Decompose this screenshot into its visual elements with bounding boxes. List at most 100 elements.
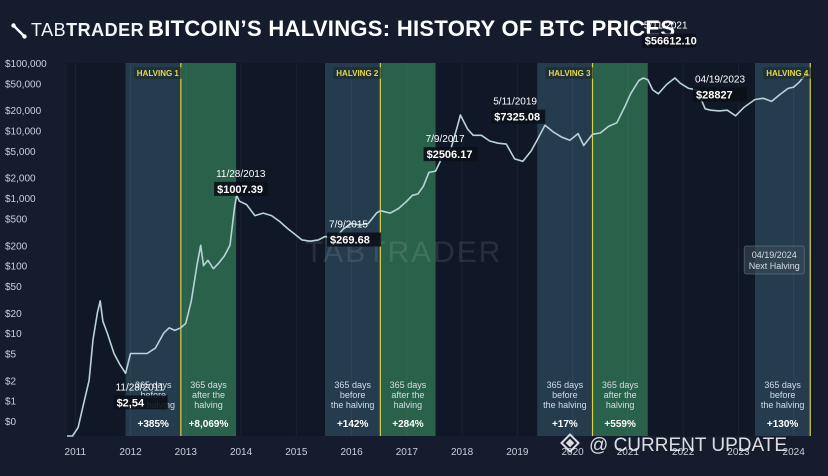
annotation-bg (113, 395, 168, 410)
diamond-icon (560, 433, 580, 453)
before-halving-band-1 (125, 63, 181, 436)
annotation-date: 5/11/2021 (644, 21, 688, 32)
annotation-price: $2,54 (117, 397, 145, 409)
before-halving-note: before (340, 390, 366, 400)
before-halving-note: the halving (761, 400, 805, 410)
x-tick-label: 2013 (175, 447, 198, 458)
annotation-date: 11/28/2011 (116, 382, 165, 393)
after-halving-band-3 (592, 63, 648, 436)
y-tick-label: $0 (5, 417, 17, 428)
annotation-bg (423, 147, 478, 162)
y-tick-label: $10 (5, 329, 22, 340)
annotation-date: 04/19/2023 (695, 74, 745, 85)
footer-watermark-text: @ CURRENT UPDATE (589, 435, 787, 456)
y-tick-label: $500 (5, 214, 28, 225)
y-tick-label: $20 (5, 309, 22, 320)
after-halving-note: after the (192, 390, 225, 400)
before-halving-note: 365 days (764, 380, 801, 390)
halving-label: HALVING 1 (137, 69, 180, 78)
x-tick-label: 2024 (783, 447, 806, 458)
x-tick-label: 2017 (396, 447, 419, 458)
x-tick-label: 2012 (119, 447, 142, 458)
tabtrader-logo: TABTRADER (10, 20, 144, 41)
x-tick-label: 2020 (561, 447, 584, 458)
y-tick-label: $1 (5, 397, 17, 408)
annotation-date: 7/9/2015 (329, 220, 368, 231)
annotation-bg (641, 33, 696, 48)
tabtrader-logo-icon (10, 22, 28, 40)
before-halving-note: the halving (543, 400, 587, 410)
halving-label-bg (545, 67, 594, 79)
after-halving-note: 365 days (190, 380, 227, 390)
btc-price-line (67, 74, 811, 437)
after-halving-note: 365 days (390, 380, 427, 390)
x-tick-label: 2023 (727, 447, 750, 458)
footer-watermark: @ CURRENT UPDATE (560, 433, 787, 456)
halving-label: HALVING 3 (548, 69, 591, 78)
before-halving-band-2 (325, 63, 381, 436)
after-halving-percent: +284% (392, 419, 424, 430)
next-halving-box (743, 245, 805, 275)
y-tick-label: $20,000 (5, 106, 42, 117)
halving-label-bg (763, 67, 812, 79)
x-tick-label: 2021 (617, 447, 640, 458)
x-tick-label: 2015 (285, 447, 308, 458)
y-tick-label: $100,000 (5, 59, 47, 70)
annotation-price: $1007.39 (217, 184, 263, 196)
y-tick-label: $50 (5, 282, 22, 293)
after-halving-note: halving (606, 400, 635, 410)
x-tick-label: 2016 (340, 447, 363, 458)
halving-label-bg (333, 67, 382, 79)
next-halving-date: 04/19/2024 (752, 250, 797, 260)
after-halving-note: halving (194, 400, 223, 410)
brand-name: TABTRADER (31, 20, 145, 40)
annotation-date: 5/11/2019 (493, 97, 537, 108)
x-tick-label: 2014 (230, 447, 253, 458)
after-halving-note: after the (391, 390, 424, 400)
x-tick-label: 2011 (65, 447, 87, 458)
after-halving-percent: +8,069% (189, 419, 229, 430)
before-halving-note: before (770, 390, 796, 400)
before-halving-note: before (552, 390, 578, 400)
annotation-price: $2506.17 (427, 149, 473, 161)
annotation-bg (327, 232, 382, 247)
halving-label: HALVING 2 (336, 69, 379, 78)
header: TABTRADER BITCOIN’S HALVINGS: HISTORY OF… (0, 0, 828, 60)
before-halving-note: before (140, 390, 166, 400)
before-halving-percent: +385% (137, 419, 169, 430)
before-halving-note: 365 days (334, 380, 371, 390)
annotation-bg (214, 181, 269, 196)
halving-label: HALVING 4 (766, 69, 809, 78)
after-halving-note: 365 days (602, 380, 639, 390)
annotation-price: $269.68 (330, 235, 370, 247)
y-tick-label: $10,000 (5, 127, 42, 138)
y-tick-label: $5,000 (5, 147, 36, 158)
x-tick-label: 2018 (451, 447, 474, 458)
x-tick-label: 2022 (672, 447, 695, 458)
before-halving-note: 365 days (547, 380, 584, 390)
annotation-price: $28827 (696, 89, 733, 101)
after-halving-note: after the (604, 390, 637, 400)
after-halving-percent: +559% (604, 419, 636, 430)
after-halving-band-2 (380, 63, 436, 436)
halving-label-bg (133, 67, 182, 79)
y-tick-label: $50,000 (5, 79, 42, 90)
y-tick-label: $2 (5, 376, 17, 387)
before-halving-percent: +130% (767, 419, 799, 430)
annotation-bg (692, 87, 747, 102)
before-halving-percent: +142% (337, 419, 369, 430)
y-tick-label: $200 (5, 241, 28, 252)
annotation-date: 7/9/2017 (426, 134, 465, 145)
before-halving-percent: +17% (552, 419, 578, 430)
annotation-date: 11/28/2013 (216, 169, 266, 180)
y-tick-label: $5 (5, 349, 17, 360)
y-tick-label: $100 (5, 262, 28, 273)
annotation-price: $56612.10 (645, 36, 697, 48)
before-halving-note: 365 days (135, 380, 172, 390)
y-tick-label: $1,000 (5, 194, 36, 205)
annotation-price: $7325.08 (494, 112, 540, 124)
next-halving-label: Next Halving (749, 261, 800, 271)
before-halving-band-3 (537, 63, 593, 436)
before-halving-note: the halving (331, 400, 375, 410)
